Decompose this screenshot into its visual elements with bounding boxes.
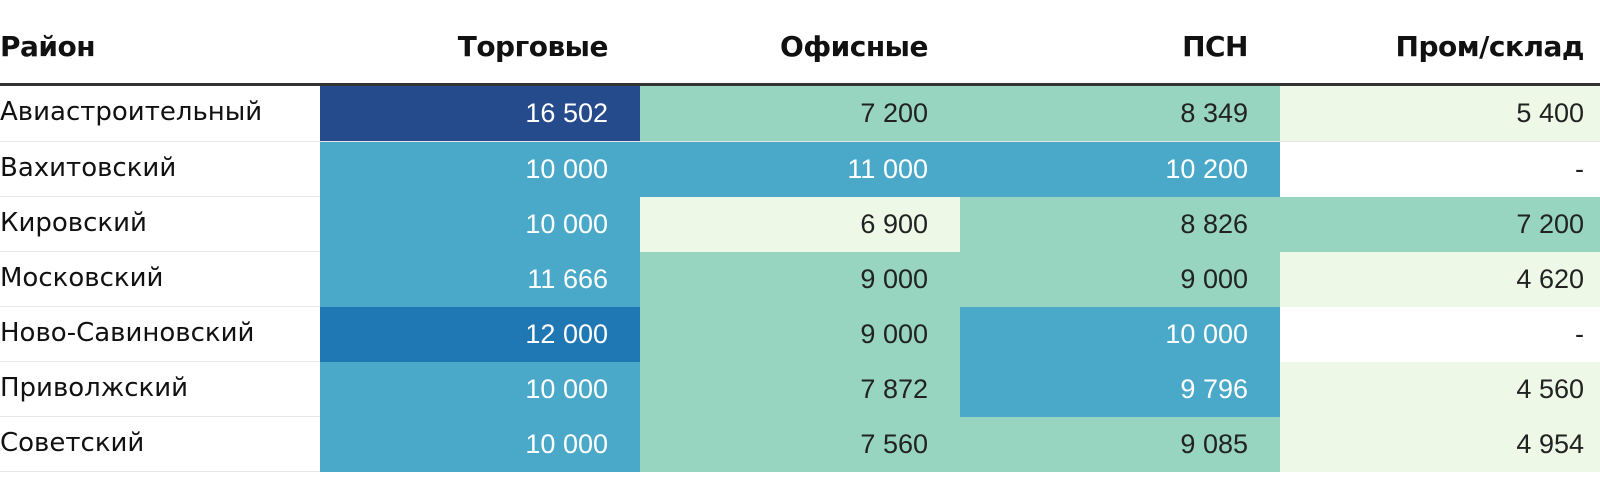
district-name: Советский [0,428,145,458]
cell-psn: 9 085 [960,417,1280,472]
cell-industrial: 5 400 [1280,86,1600,141]
table-body: Авиастроительный 16 502 7 200 8 349 5 400 Вах… [0,86,1600,472]
table-row: Кировский 10 000 6 900 8 826 7 200 [0,197,1600,252]
cell-psn: 10 000 [960,307,1280,362]
cell-retail: 10 000 [320,197,640,252]
column-header-district: Район [0,30,96,63]
cell-retail: 10 000 [320,142,640,197]
cell-office: 7 560 [640,417,960,472]
cell-retail: 11 666 [320,252,640,307]
cell-industrial: - [1280,307,1600,362]
cell-industrial: 4 560 [1280,362,1600,417]
district-name: Авиастроительный [0,97,263,127]
cell-office: 6 900 [640,197,960,252]
cell-psn: 8 349 [960,86,1280,141]
cell-office: 7 200 [640,86,960,141]
cell-office: 11 000 [640,142,960,197]
district-name: Ново-Савиновский [0,318,255,348]
column-header-retail: Торговые [457,30,609,63]
cell-industrial: 7 200 [1280,197,1600,252]
cell-retail: 16 502 [320,86,640,141]
cell-retail: 12 000 [320,307,640,362]
table-header: Район Торговые Офисные ПСН Пром/склад [0,0,1600,86]
cell-psn: 9 796 [960,362,1280,417]
column-header-office: Офисные [780,30,928,63]
cell-psn: 8 826 [960,197,1280,252]
table-row: Ново-Савиновский 12 000 9 000 10 000- [0,307,1600,362]
district-name: Кировский [0,208,147,238]
cell-office: 9 000 [640,307,960,362]
table-row: Советский 10 000 7 560 9 085 4 954 [0,417,1600,472]
cell-retail: 10 000 [320,417,640,472]
cell-office: 9 000 [640,252,960,307]
table-row: Московский 11 666 9 000 9 000 4 620 [0,252,1600,307]
district-name: Московский [0,263,164,293]
table-row: Вахитовский 10 000 11 000 10 200- [0,142,1600,197]
cell-retail: 10 000 [320,362,640,417]
district-name: Приволжский [0,373,189,403]
price-table: Район Торговые Офисные ПСН Пром/склад Ав… [0,0,1600,472]
cell-psn: 10 200 [960,142,1280,197]
column-header-industrial: Пром/склад [1395,30,1585,63]
table-row: Авиастроительный 16 502 7 200 8 349 5 400 [0,86,1600,142]
district-name: Вахитовский [0,153,177,183]
cell-industrial: - [1280,142,1600,197]
cell-psn: 9 000 [960,252,1280,307]
cell-office: 7 872 [640,362,960,417]
cell-industrial: 4 620 [1280,252,1600,307]
column-header-psn: ПСН [1182,30,1248,63]
table-row: Приволжский 10 000 7 872 9 796 4 560 [0,362,1600,417]
cell-industrial: 4 954 [1280,417,1600,472]
